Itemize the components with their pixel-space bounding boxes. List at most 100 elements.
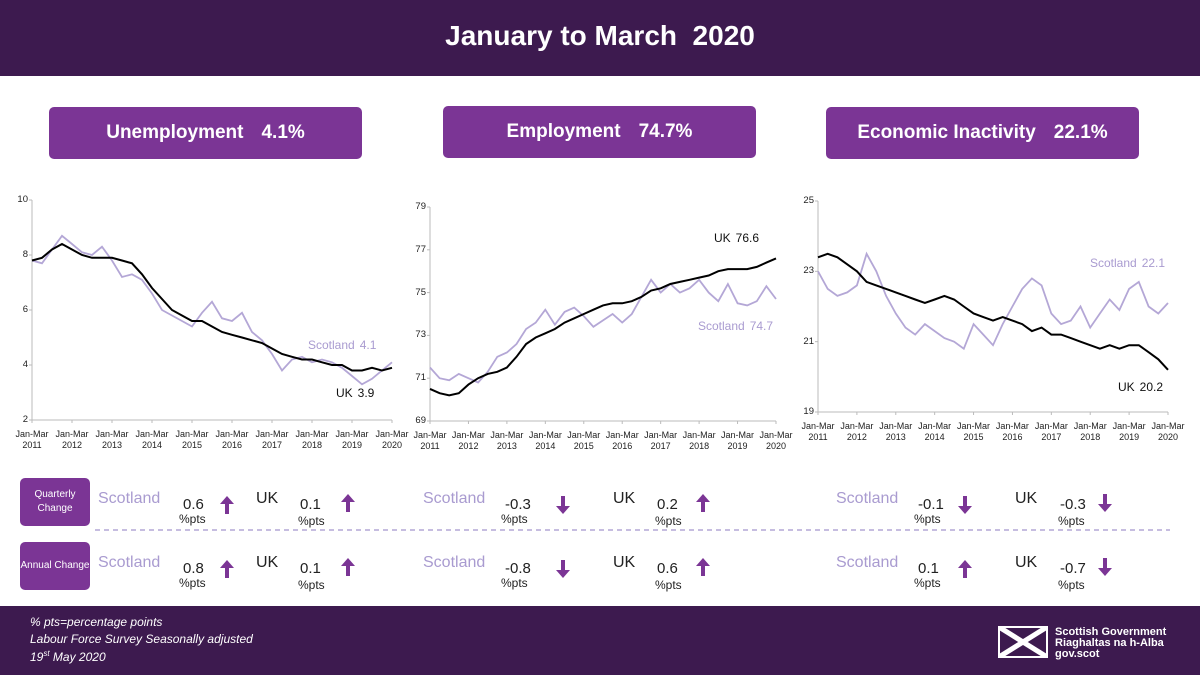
x-tick-label: Jan-Mar 2018 <box>682 430 716 451</box>
indicator-title: Employment <box>506 121 621 142</box>
y-tick-label: 75 <box>415 286 426 298</box>
scotland-label: Scotland <box>98 554 161 571</box>
x-tick-label: Jan-Mar 2012 <box>451 430 485 451</box>
uk-change: 0.6 <box>657 560 678 577</box>
end-value: 20.2 <box>1140 380 1164 394</box>
arrow-shape <box>1098 494 1112 512</box>
x-tick-label: Jan-Mar 2015 <box>175 429 209 450</box>
x-tick-label: Jan-Mar 2016 <box>605 430 639 451</box>
x-tick-label: Jan-Mar 2015 <box>567 430 601 451</box>
arrow-shape <box>696 558 710 576</box>
trend-arrow <box>696 558 710 576</box>
y-tick-label: 4 <box>22 359 28 370</box>
series-line <box>817 252 1169 371</box>
uk-label: UK <box>613 554 636 571</box>
trend-arrow <box>341 494 355 512</box>
series-name: UK <box>714 231 731 245</box>
headline-box: Economic Inactivity 22.1% <box>826 107 1139 159</box>
end-value: 3.9 <box>358 386 375 400</box>
scotland-change: 0.1 <box>918 560 939 577</box>
unit-label: %pts <box>179 576 206 590</box>
logo-flag <box>998 626 1048 658</box>
series-name: UK <box>1118 380 1135 394</box>
footer-date: 19st May 2020 <box>30 649 106 664</box>
scotland-change: -0.8 <box>505 560 531 577</box>
y-tick-label: 23 <box>803 265 814 277</box>
trend-arrow <box>1098 494 1112 512</box>
end-label: UK 3.9 <box>336 386 375 400</box>
x-tick-label: Jan-Mar 2020 <box>375 429 409 450</box>
y-tick-label: 19 <box>803 406 814 417</box>
x-tick-label: Jan-Mar 2013 <box>490 430 524 451</box>
uk-label: UK <box>613 490 636 507</box>
y-tick-label: 2 <box>22 414 28 425</box>
arrow-shape <box>556 560 570 578</box>
unit-label: %pts <box>655 578 682 592</box>
end-label: Scotland 22.1 <box>1090 256 1165 270</box>
x-tick-label: Jan-Mar 2011 <box>801 421 835 442</box>
x-tick-label: Jan-Mar 2013 <box>95 429 129 450</box>
y-tick-label: 10 <box>17 194 28 205</box>
unit-label: %pts <box>1058 514 1085 528</box>
arrow-shape <box>958 560 972 578</box>
unit-label: %pts <box>914 512 941 526</box>
unit-label: %pts <box>179 512 206 526</box>
row-label: Annual Change <box>20 542 90 590</box>
series-line <box>31 234 393 386</box>
x-tick-label: Jan-Mar 2016 <box>995 421 1029 442</box>
end-value: 76.6 <box>736 231 760 245</box>
end-label: UK 20.2 <box>1118 380 1163 394</box>
scotland-change: 0.6 <box>183 496 204 513</box>
y-tick-label: 77 <box>415 243 426 255</box>
arrow-shape <box>341 494 355 512</box>
x-tick-label: Jan-Mar 2013 <box>879 421 913 442</box>
trend-arrow <box>958 560 972 578</box>
x-tick-label: Jan-Mar 2014 <box>135 429 169 450</box>
indicator-title: Unemployment <box>106 122 244 143</box>
series-line <box>429 278 777 384</box>
unit-label: %pts <box>298 514 325 528</box>
x-tick-label: Jan-Mar 2012 <box>55 429 89 450</box>
logo-text: Scottish Government <box>1055 626 1167 638</box>
scotland-label: Scotland <box>423 490 486 507</box>
series-line <box>817 251 1169 351</box>
y-tick-label: 25 <box>803 195 814 206</box>
trend-arrow <box>556 560 570 578</box>
x-tick-label: Jan-Mar 2012 <box>840 421 874 442</box>
y-tick-label: 73 <box>415 329 426 341</box>
uk-label: UK <box>1015 554 1038 571</box>
x-tick-label: Jan-Mar 2017 <box>1034 421 1068 442</box>
series-line <box>31 242 393 372</box>
unit-label: %pts <box>298 578 325 592</box>
unit-label: %pts <box>501 512 528 526</box>
indicator-value: 4.1% <box>261 122 305 143</box>
uk-change: 0.1 <box>300 560 321 577</box>
trend-arrow <box>1098 558 1112 576</box>
arrow-shape <box>958 496 972 514</box>
x-tick-label: Jan-Mar 2019 <box>721 430 755 451</box>
scotland-label: Scotland <box>98 490 161 507</box>
y-tick-label: 8 <box>22 249 28 260</box>
scotland-change: -0.1 <box>918 496 944 513</box>
indicator-title: Economic Inactivity <box>857 122 1036 143</box>
date-rest: May 2020 <box>49 650 106 664</box>
x-tick-label: Jan-Mar 2011 <box>413 430 447 451</box>
unit-label: %pts <box>1058 578 1085 592</box>
x-tick-label: Jan-Mar 2020 <box>759 430 793 451</box>
trend-arrow <box>556 496 570 514</box>
trend-arrow <box>958 496 972 514</box>
y-tick-label: 21 <box>803 335 814 347</box>
y-tick-label: 6 <box>22 304 28 315</box>
series-name: Scotland <box>698 319 745 333</box>
uk-label: UK <box>256 554 279 571</box>
uk-change: 0.2 <box>657 496 678 513</box>
scotland-label: Scotland <box>423 554 486 571</box>
header-title: January to March 2020 <box>0 0 1200 76</box>
series-name: UK <box>336 386 353 400</box>
arrow-shape <box>220 496 234 514</box>
x-tick-label: Jan-Mar 2018 <box>295 429 329 450</box>
footer-note: % pts=percentage points <box>30 615 163 629</box>
end-label: UK 76.6 <box>714 231 759 245</box>
uk-label: UK <box>1015 490 1038 507</box>
